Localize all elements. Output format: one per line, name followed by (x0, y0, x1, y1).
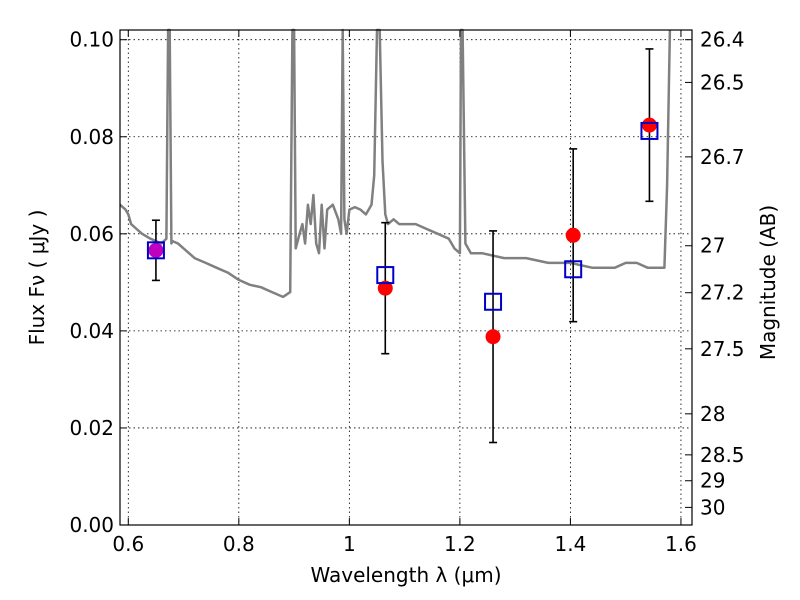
y-tick-label: 0.02 (69, 416, 114, 440)
model-flux-square (640, 121, 659, 140)
observed-point (565, 227, 581, 243)
right-tick-label: 26.7 (700, 145, 745, 169)
right-tick-label: 28 (700, 402, 725, 426)
model-flux-square (376, 266, 395, 285)
x-tick-label: 1.4 (555, 532, 587, 556)
x-axis-label: Wavelength λ (μm) (310, 563, 501, 587)
right-tick-label: 27 (700, 234, 725, 258)
model-flux-square (484, 292, 503, 311)
right-tick-label: 26.5 (700, 70, 745, 94)
x-tick-label: 0.6 (112, 532, 144, 556)
model-layer (119, 28, 672, 299)
right-tick-label: 26.4 (700, 28, 745, 52)
right-axis-label: Magnitude (AB) (756, 205, 780, 360)
right-tick-label: 27.2 (700, 281, 745, 305)
right-tick-label: 29 (700, 469, 725, 493)
model-flux-square (564, 260, 583, 279)
tick-layer: 0.6 0.8 1 1.2 1.4 1.6 0.00 0.02 0.04 0.06 0.08 0.10… (69, 28, 744, 556)
x-tick-label: 1.2 (444, 532, 476, 556)
model-flux-square (146, 241, 165, 260)
y-tick-label: 0.10 (69, 28, 114, 52)
errorbar-layer (151, 48, 654, 444)
y-tick-label: 0.04 (69, 319, 114, 343)
observed-point (641, 117, 657, 133)
x-tick-label: 1 (343, 532, 356, 556)
square-layer (146, 121, 659, 311)
observed-point (377, 280, 393, 296)
point-layer (148, 117, 657, 345)
model-spectrum-line (119, 28, 672, 299)
x-tick-label: 1.6 (665, 532, 697, 556)
observed-point (485, 329, 501, 345)
y-tick-label: 0.06 (69, 222, 114, 246)
right-tick-label: 30 (700, 495, 725, 519)
grid-layer (120, 30, 692, 525)
y-tick-label: 0.08 (69, 125, 114, 149)
y-axis-label: Flux Fν ( μJy ) (25, 210, 49, 346)
right-tick-label: 28.5 (700, 443, 745, 467)
plot-frame (119, 29, 693, 526)
x-tick-label: 0.8 (223, 532, 255, 556)
y-tick-label: 0.00 (69, 513, 114, 537)
observed-point (148, 242, 164, 258)
right-tick-label: 27.5 (700, 337, 745, 361)
